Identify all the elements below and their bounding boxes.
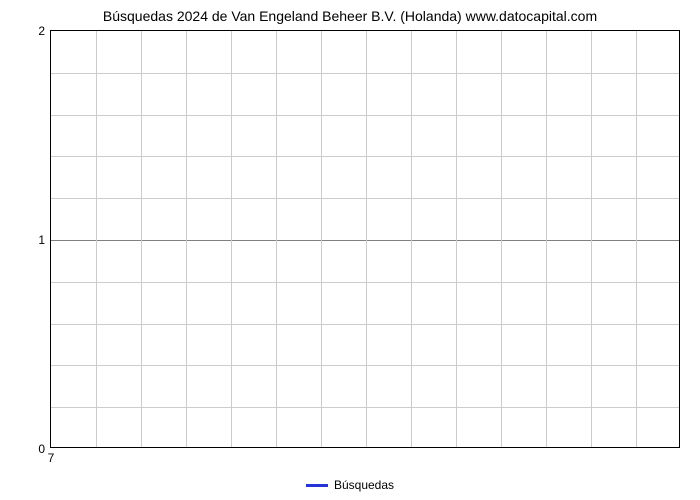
legend: Búsquedas: [0, 477, 700, 492]
y-tick-label: 2: [38, 24, 45, 38]
plot-area: 0127: [50, 30, 680, 448]
gridline-h-major: [51, 240, 679, 241]
gridline-v: [456, 31, 457, 447]
gridline-v: [321, 31, 322, 447]
gridline-v: [96, 31, 97, 447]
gridline-v: [366, 31, 367, 447]
gridline-v: [411, 31, 412, 447]
y-tick-label: 0: [38, 442, 45, 456]
gridline-h-minor: [51, 115, 679, 116]
gridline-h-minor: [51, 198, 679, 199]
gridline-v: [186, 31, 187, 447]
gridline-v: [591, 31, 592, 447]
gridline-h-minor: [51, 407, 679, 408]
x-tick-label: 7: [48, 451, 55, 465]
gridline-v: [141, 31, 142, 447]
gridline-h-minor: [51, 324, 679, 325]
gridline-h-minor: [51, 156, 679, 157]
gridline-v: [501, 31, 502, 447]
gridline-h-minor: [51, 365, 679, 366]
y-tick-label: 1: [38, 233, 45, 247]
gridline-h-minor: [51, 73, 679, 74]
chart-title: Búsquedas 2024 de Van Engeland Beheer B.…: [0, 8, 700, 24]
gridline-v: [546, 31, 547, 447]
gridline-v: [231, 31, 232, 447]
gridline-v: [636, 31, 637, 447]
gridline-h-minor: [51, 282, 679, 283]
legend-swatch: [306, 484, 328, 487]
gridline-v: [276, 31, 277, 447]
legend-label: Búsquedas: [334, 478, 394, 492]
